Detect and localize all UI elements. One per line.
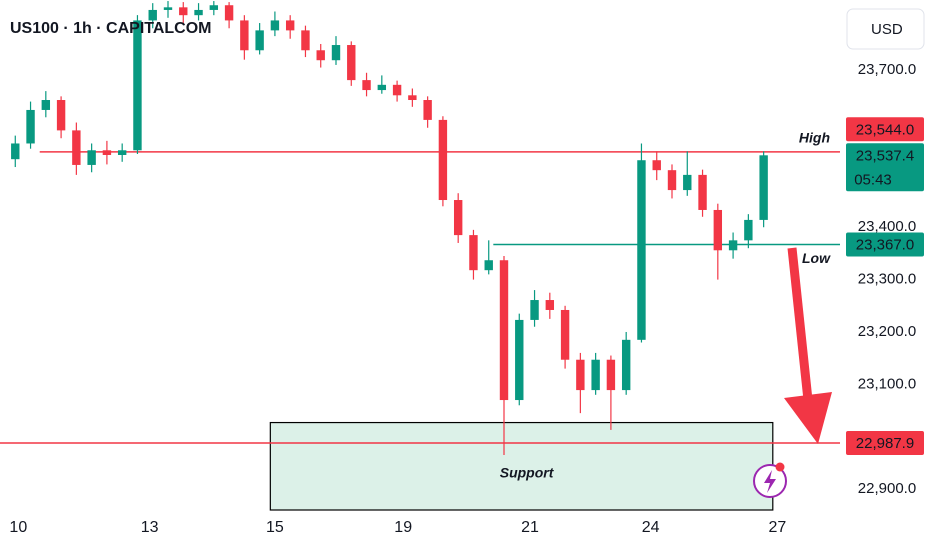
candle-body [499,260,509,401]
candle-body [606,359,616,391]
candle-body [194,9,203,16]
arrow-shaft [787,247,813,401]
price-tag-label: 22,987.9 [856,435,914,452]
last-price-tag [846,143,924,192]
candle-body [377,84,387,91]
candle-body [285,20,295,31]
candle-body [576,359,585,391]
candle-body [224,5,234,21]
level-name: Low [802,250,831,266]
candle-body [469,235,478,271]
candle-body [759,155,768,220]
icon-bolt [764,470,776,493]
flash-icon[interactable] [753,462,787,498]
candle-body [209,5,219,10]
candle-body [392,84,402,96]
candle-body [117,150,127,155]
level-name: High [799,130,830,146]
y-tick-label: 23,100.0 [858,375,916,392]
candle-body [484,260,493,271]
candle-body [331,45,341,61]
x-tick-label: 27 [768,519,786,536]
candle-body [179,7,188,16]
candle-body [744,219,753,241]
y-tick-label: 22,900.0 [858,480,916,497]
x-tick-label: 13 [141,519,159,536]
candle-body [240,20,249,51]
candle-body [621,339,631,391]
candle-body [667,170,677,191]
countdown: 05:43 [854,171,892,188]
price-tag-label: 23,367.0 [856,236,914,253]
candle-body [453,200,463,236]
candle-body [698,174,707,210]
price-tag [846,431,924,456]
candle-body [270,20,280,31]
price-tag-label: 23,544.0 [856,121,914,138]
candle-body [56,100,66,131]
candle-body [163,7,173,10]
plot-layer: Support High Low 23,700.0 23,400.0 23,300.0 23… [0,1,924,536]
candle-body [728,240,738,251]
candle-body [713,209,723,251]
candle-body [148,9,157,21]
x-tick-label: 10 [9,519,27,536]
candle-body [133,20,142,151]
candle-body [438,119,448,201]
candle-body [560,309,570,360]
x-tick-label: 24 [642,519,660,536]
last-price-label: 23,537.4 [856,147,914,164]
down-arrow [784,247,832,444]
currency-box[interactable] [846,8,925,50]
candle-body [683,174,692,191]
icon-dot [775,462,785,472]
candle-body [26,109,35,144]
y-tick-label: 23,300.0 [858,271,916,288]
arrow-head [784,392,832,444]
candle-body [652,160,661,171]
candle-body [301,30,310,51]
candle-body [87,150,96,165]
candle-body [637,160,646,340]
candle-body [530,300,539,320]
support-zone [269,421,774,511]
candle-body [347,45,356,81]
candle-body [408,95,417,101]
candle-body [41,100,51,110]
chart-title: US100 · 1h · CAPITALCOM [10,20,212,37]
candle-body [255,30,264,51]
x-tick-label: 15 [266,519,284,536]
price-tag [846,117,924,142]
x-tick-label: 19 [394,519,412,536]
candle-body [423,100,432,120]
candle-body [102,150,112,155]
candle-body [316,50,325,61]
candle-body [515,319,524,401]
candle-body [591,359,600,391]
y-tick-label: 23,700.0 [858,61,916,78]
candle-body [545,300,555,310]
y-tick-label: 23,200.0 [858,323,916,340]
y-tick-label: 23,400.0 [858,218,916,235]
candle-body [72,130,81,165]
price-tag [846,232,924,257]
candle-body [362,80,371,91]
support-label: Support [500,465,555,481]
currency: USD [871,21,903,38]
x-tick-label: 21 [521,519,539,536]
candle-body [11,143,20,160]
